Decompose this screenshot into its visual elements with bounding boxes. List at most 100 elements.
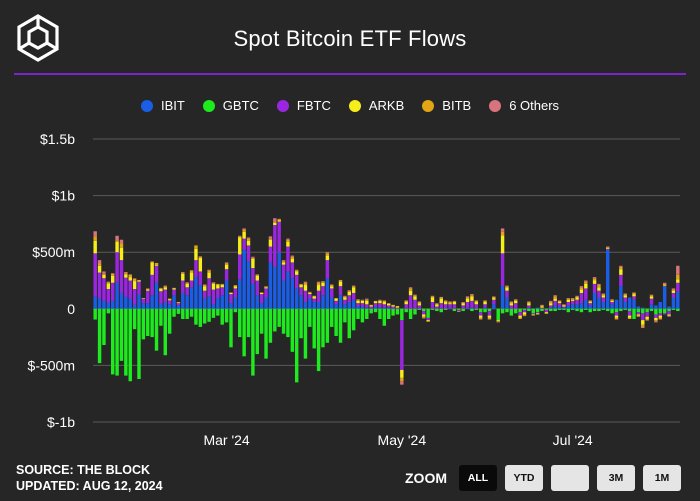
bar-segment-ibit[interactable] — [273, 266, 277, 309]
bar-segment-arkb[interactable] — [457, 311, 461, 312]
bar-segment-fbtc[interactable] — [606, 248, 610, 250]
bar-segment-arkb[interactable] — [579, 289, 584, 293]
bar-segment-6-others[interactable] — [294, 269, 299, 271]
bar-segment-bitb[interactable] — [649, 295, 654, 297]
bar-segment-arkb[interactable] — [356, 300, 360, 304]
bar-segment-gbtc[interactable] — [527, 308, 531, 312]
bar-segment-bitb[interactable] — [474, 300, 479, 303]
bar-segment-gbtc[interactable] — [549, 308, 553, 312]
bar-segment-bitb[interactable] — [570, 298, 575, 300]
bar-segment-gbtc[interactable] — [457, 308, 461, 310]
bar-segment-fbtc[interactable] — [172, 289, 176, 296]
bar-segment-6-others[interactable] — [290, 255, 295, 257]
bar-segment-6-others[interactable] — [443, 300, 448, 301]
bar-segment-ibit[interactable] — [623, 302, 627, 309]
bar-segment-ibit[interactable] — [220, 295, 224, 309]
bar-segment-bitb[interactable] — [238, 236, 242, 238]
bar-segment-arkb[interactable] — [549, 303, 553, 306]
bar-segment-6-others[interactable] — [365, 298, 369, 300]
bar-segment-gbtc[interactable] — [224, 308, 229, 323]
bar-segment-fbtc[interactable] — [649, 298, 654, 305]
bar-segment-fbtc[interactable] — [312, 298, 316, 303]
bar-segment-bitb[interactable] — [132, 278, 137, 282]
bar-segment-gbtc[interactable] — [281, 308, 286, 334]
bar-segment-fbtc[interactable] — [658, 313, 662, 316]
bar-segment-ibit[interactable] — [566, 305, 571, 309]
bar-segment-gbtc[interactable] — [627, 308, 632, 312]
bar-segment-arkb[interactable] — [391, 305, 395, 307]
bar-segment-6-others[interactable] — [246, 237, 251, 239]
bar-segment-gbtc[interactable] — [137, 308, 141, 379]
bar-segment-arkb[interactable] — [430, 297, 435, 303]
bar-segment-gbtc[interactable] — [588, 308, 592, 313]
bar-segment-fbtc[interactable] — [522, 309, 527, 313]
bar-segment-fbtc[interactable] — [557, 303, 562, 307]
bar-segment-gbtc[interactable] — [566, 308, 571, 313]
bar-segment-6-others[interactable] — [198, 256, 203, 257]
bar-segment-fbtc[interactable] — [404, 304, 408, 309]
bar-segment-6-others[interactable] — [343, 295, 347, 297]
bar-segment-arkb[interactable] — [474, 302, 479, 305]
bar-segment-gbtc[interactable] — [211, 308, 216, 318]
bar-segment-gbtc[interactable] — [347, 308, 351, 339]
bar-segment-gbtc[interactable] — [417, 308, 422, 310]
bar-segment-arkb[interactable] — [570, 299, 575, 301]
bar-segment-6-others[interactable] — [461, 302, 465, 303]
bar-segment-gbtc[interactable] — [198, 308, 203, 327]
bar-segment-gbtc[interactable] — [194, 308, 198, 325]
bar-segment-fbtc[interactable] — [203, 290, 207, 299]
bar-segment-fbtc[interactable] — [167, 300, 172, 305]
bar-segment-gbtc[interactable] — [606, 308, 610, 312]
bar-segment-gbtc[interactable] — [535, 308, 540, 313]
bar-segment-fbtc[interactable] — [330, 288, 334, 298]
bar-segment-gbtc[interactable] — [273, 308, 277, 332]
bar-segment-fbtc[interactable] — [281, 264, 286, 281]
bar-segment-bitb[interactable] — [557, 300, 562, 303]
bar-segment-fbtc[interactable] — [601, 297, 606, 303]
bar-segment-gbtc[interactable] — [404, 308, 408, 313]
bar-segment-fbtc[interactable] — [316, 290, 321, 303]
bar-segment-fbtc[interactable] — [303, 290, 308, 303]
bar-segment-arkb[interactable] — [452, 302, 457, 305]
bar-segment-bitb[interactable] — [167, 298, 172, 300]
bar-segment-gbtc[interactable] — [369, 308, 373, 314]
bar-segment-arkb[interactable] — [426, 320, 430, 322]
bar-segment-arkb[interactable] — [413, 296, 417, 300]
bar-segment-gbtc[interactable] — [330, 308, 334, 327]
bar-segment-bitb[interactable] — [290, 256, 295, 259]
bar-segment-arkb[interactable] — [163, 287, 167, 290]
bar-segment-bitb[interactable] — [636, 315, 641, 317]
bar-segment-6-others[interactable] — [465, 296, 470, 298]
bar-segment-fbtc[interactable] — [268, 246, 273, 263]
bar-segment-fbtc[interactable] — [229, 294, 233, 304]
bar-segment-arkb[interactable] — [294, 271, 299, 275]
bar-segment-fbtc[interactable] — [246, 245, 251, 262]
bar-segment-bitb[interactable] — [492, 296, 496, 299]
bar-segment-gbtc[interactable] — [474, 308, 479, 310]
bar-segment-bitb[interactable] — [251, 257, 255, 259]
bar-segment-arkb[interactable] — [259, 292, 264, 295]
bar-segment-arkb[interactable] — [417, 303, 422, 306]
bar-segment-6-others[interactable] — [614, 318, 619, 320]
bar-segment-bitb[interactable] — [452, 301, 457, 303]
bar-segment-arkb[interactable] — [623, 295, 627, 298]
bar-segment-bitb[interactable] — [316, 282, 321, 286]
bar-segment-bitb[interactable] — [500, 231, 505, 236]
bar-segment-bitb[interactable] — [619, 266, 623, 270]
bar-segment-ibit[interactable] — [203, 298, 207, 309]
bar-segment-arkb[interactable] — [273, 222, 277, 226]
bar-segment-fbtc[interactable] — [566, 302, 571, 306]
bar-segment-bitb[interactable] — [246, 238, 251, 241]
bar-segment-gbtc[interactable] — [373, 308, 378, 313]
bar-segment-arkb[interactable] — [268, 239, 273, 247]
bar-segment-6-others[interactable] — [264, 286, 268, 287]
bar-segment-arkb[interactable] — [181, 273, 185, 281]
bar-segment-6-others[interactable] — [303, 281, 308, 283]
bar-segment-fbtc[interactable] — [343, 299, 347, 305]
bar-segment-bitb[interactable] — [150, 261, 154, 263]
bar-segment-6-others[interactable] — [338, 279, 343, 281]
bar-segment-gbtc[interactable] — [509, 308, 514, 316]
bar-segment-fbtc[interactable] — [426, 317, 430, 321]
bar-segment-fbtc[interactable] — [540, 307, 544, 309]
bar-segment-arkb[interactable] — [461, 303, 465, 306]
